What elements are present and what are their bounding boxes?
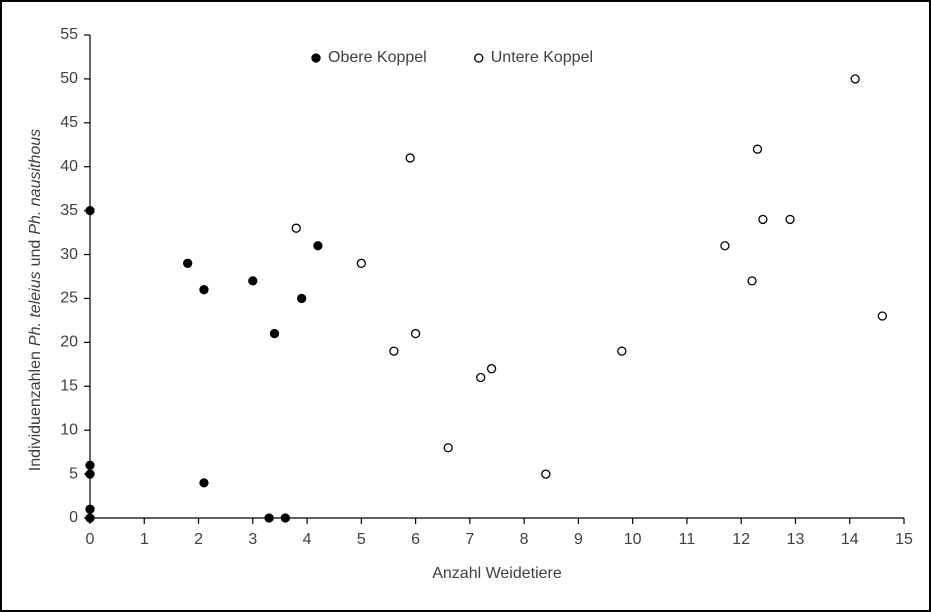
point xyxy=(296,293,307,304)
x-tick-label: 7 xyxy=(465,531,474,548)
x-tick-label: 11 xyxy=(679,531,696,548)
legend-label: Untere Koppel xyxy=(491,49,593,66)
point xyxy=(486,364,497,374)
y-tick-label: 25 xyxy=(60,290,78,307)
y-tick-label: 0 xyxy=(69,509,78,526)
x-tick-label: 6 xyxy=(411,531,420,548)
point xyxy=(269,328,280,339)
y-label-part: Ph. teleius xyxy=(27,271,44,346)
point xyxy=(199,285,209,295)
x-tick-label: 2 xyxy=(194,531,203,548)
x-tick-label: 13 xyxy=(787,531,805,548)
y-tick-label: 15 xyxy=(60,377,78,394)
point xyxy=(758,214,768,225)
y-tick-label: 50 xyxy=(60,70,78,87)
x-tick-label: 4 xyxy=(303,531,312,548)
x-tick-label: 1 xyxy=(140,531,149,548)
point xyxy=(85,504,95,514)
y-tick-label: 35 xyxy=(60,202,78,219)
x-tick-label: 3 xyxy=(248,531,257,548)
y-label-part: Individuenzahlen xyxy=(27,351,44,471)
point xyxy=(248,276,258,286)
point xyxy=(85,205,95,216)
point xyxy=(199,478,209,488)
point xyxy=(356,258,366,268)
x-tick-label: 10 xyxy=(624,531,642,548)
point xyxy=(264,513,274,523)
point xyxy=(280,513,291,523)
point xyxy=(389,346,399,356)
x-tick-label: 0 xyxy=(86,531,95,548)
point xyxy=(541,469,551,479)
point xyxy=(785,214,795,225)
point xyxy=(747,276,757,286)
point xyxy=(85,513,95,523)
x-tick-label: 8 xyxy=(520,531,529,548)
x-tick-label: 5 xyxy=(357,531,366,548)
y-tick-label: 20 xyxy=(60,334,78,351)
y-axis-label: Individuenzahlen Ph. teleius und Ph. nausit… xyxy=(27,129,44,471)
y-label-part: Ph. nausithous xyxy=(27,129,44,235)
x-axis-label: Anzahl Weidetiere xyxy=(432,565,562,582)
x-tick-label: 12 xyxy=(732,531,750,548)
point xyxy=(476,372,486,383)
y-tick-label: 30 xyxy=(60,246,78,263)
point xyxy=(720,241,730,251)
point xyxy=(183,258,193,268)
point xyxy=(443,443,453,453)
point xyxy=(85,460,95,470)
point xyxy=(850,74,860,84)
legend-marker xyxy=(311,53,321,63)
point xyxy=(405,153,415,163)
x-tick-label: 15 xyxy=(895,531,913,548)
point xyxy=(752,144,763,154)
y-label-part: und xyxy=(27,240,44,267)
point xyxy=(410,328,421,339)
legend-marker xyxy=(474,53,484,63)
y-tick-label: 40 xyxy=(60,158,78,175)
point xyxy=(313,241,323,251)
y-tick-label: 45 xyxy=(60,114,78,131)
point xyxy=(85,469,95,479)
y-tick-label: 10 xyxy=(60,421,78,438)
legend-label: Obere Koppel xyxy=(328,49,427,66)
x-tick-label: 14 xyxy=(841,531,859,548)
point xyxy=(617,346,627,356)
point xyxy=(291,223,301,233)
point xyxy=(877,311,887,321)
y-tick-label: 5 xyxy=(69,465,78,482)
x-tick-label: 9 xyxy=(574,531,583,548)
y-tick-label: 55 xyxy=(60,26,78,43)
